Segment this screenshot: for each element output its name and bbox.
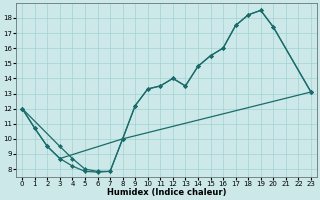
X-axis label: Humidex (Indice chaleur): Humidex (Indice chaleur)	[107, 188, 226, 197]
